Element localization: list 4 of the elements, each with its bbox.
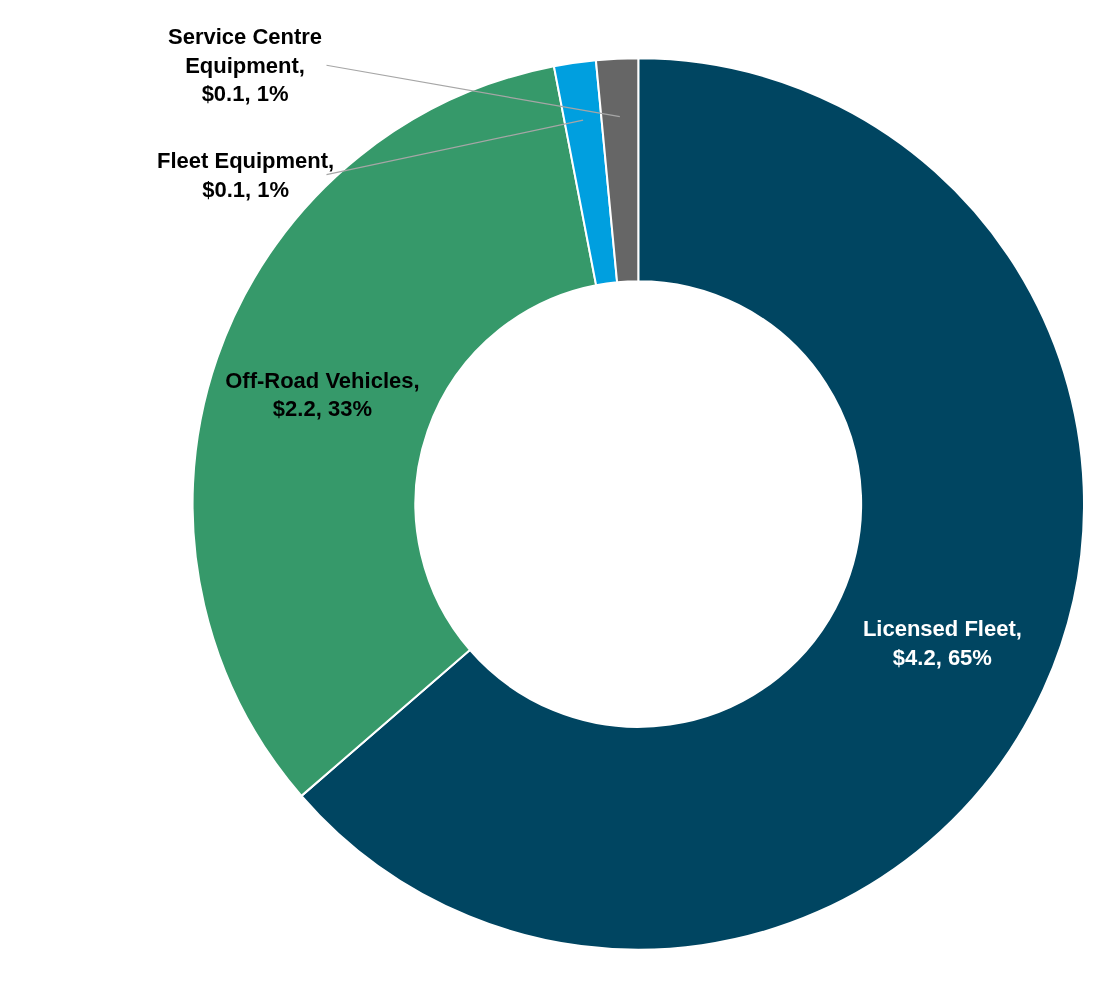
slice-label: Licensed Fleet, $4.2, 65% xyxy=(862,616,1022,670)
slice-label: Fleet Equipment, $0.1, 1% xyxy=(157,148,335,202)
slice-label: Off-Road Vehicles, $2.2, 33% xyxy=(225,367,420,422)
slice-label: Service Centre Equipment, $0.1, 1% xyxy=(168,24,323,107)
